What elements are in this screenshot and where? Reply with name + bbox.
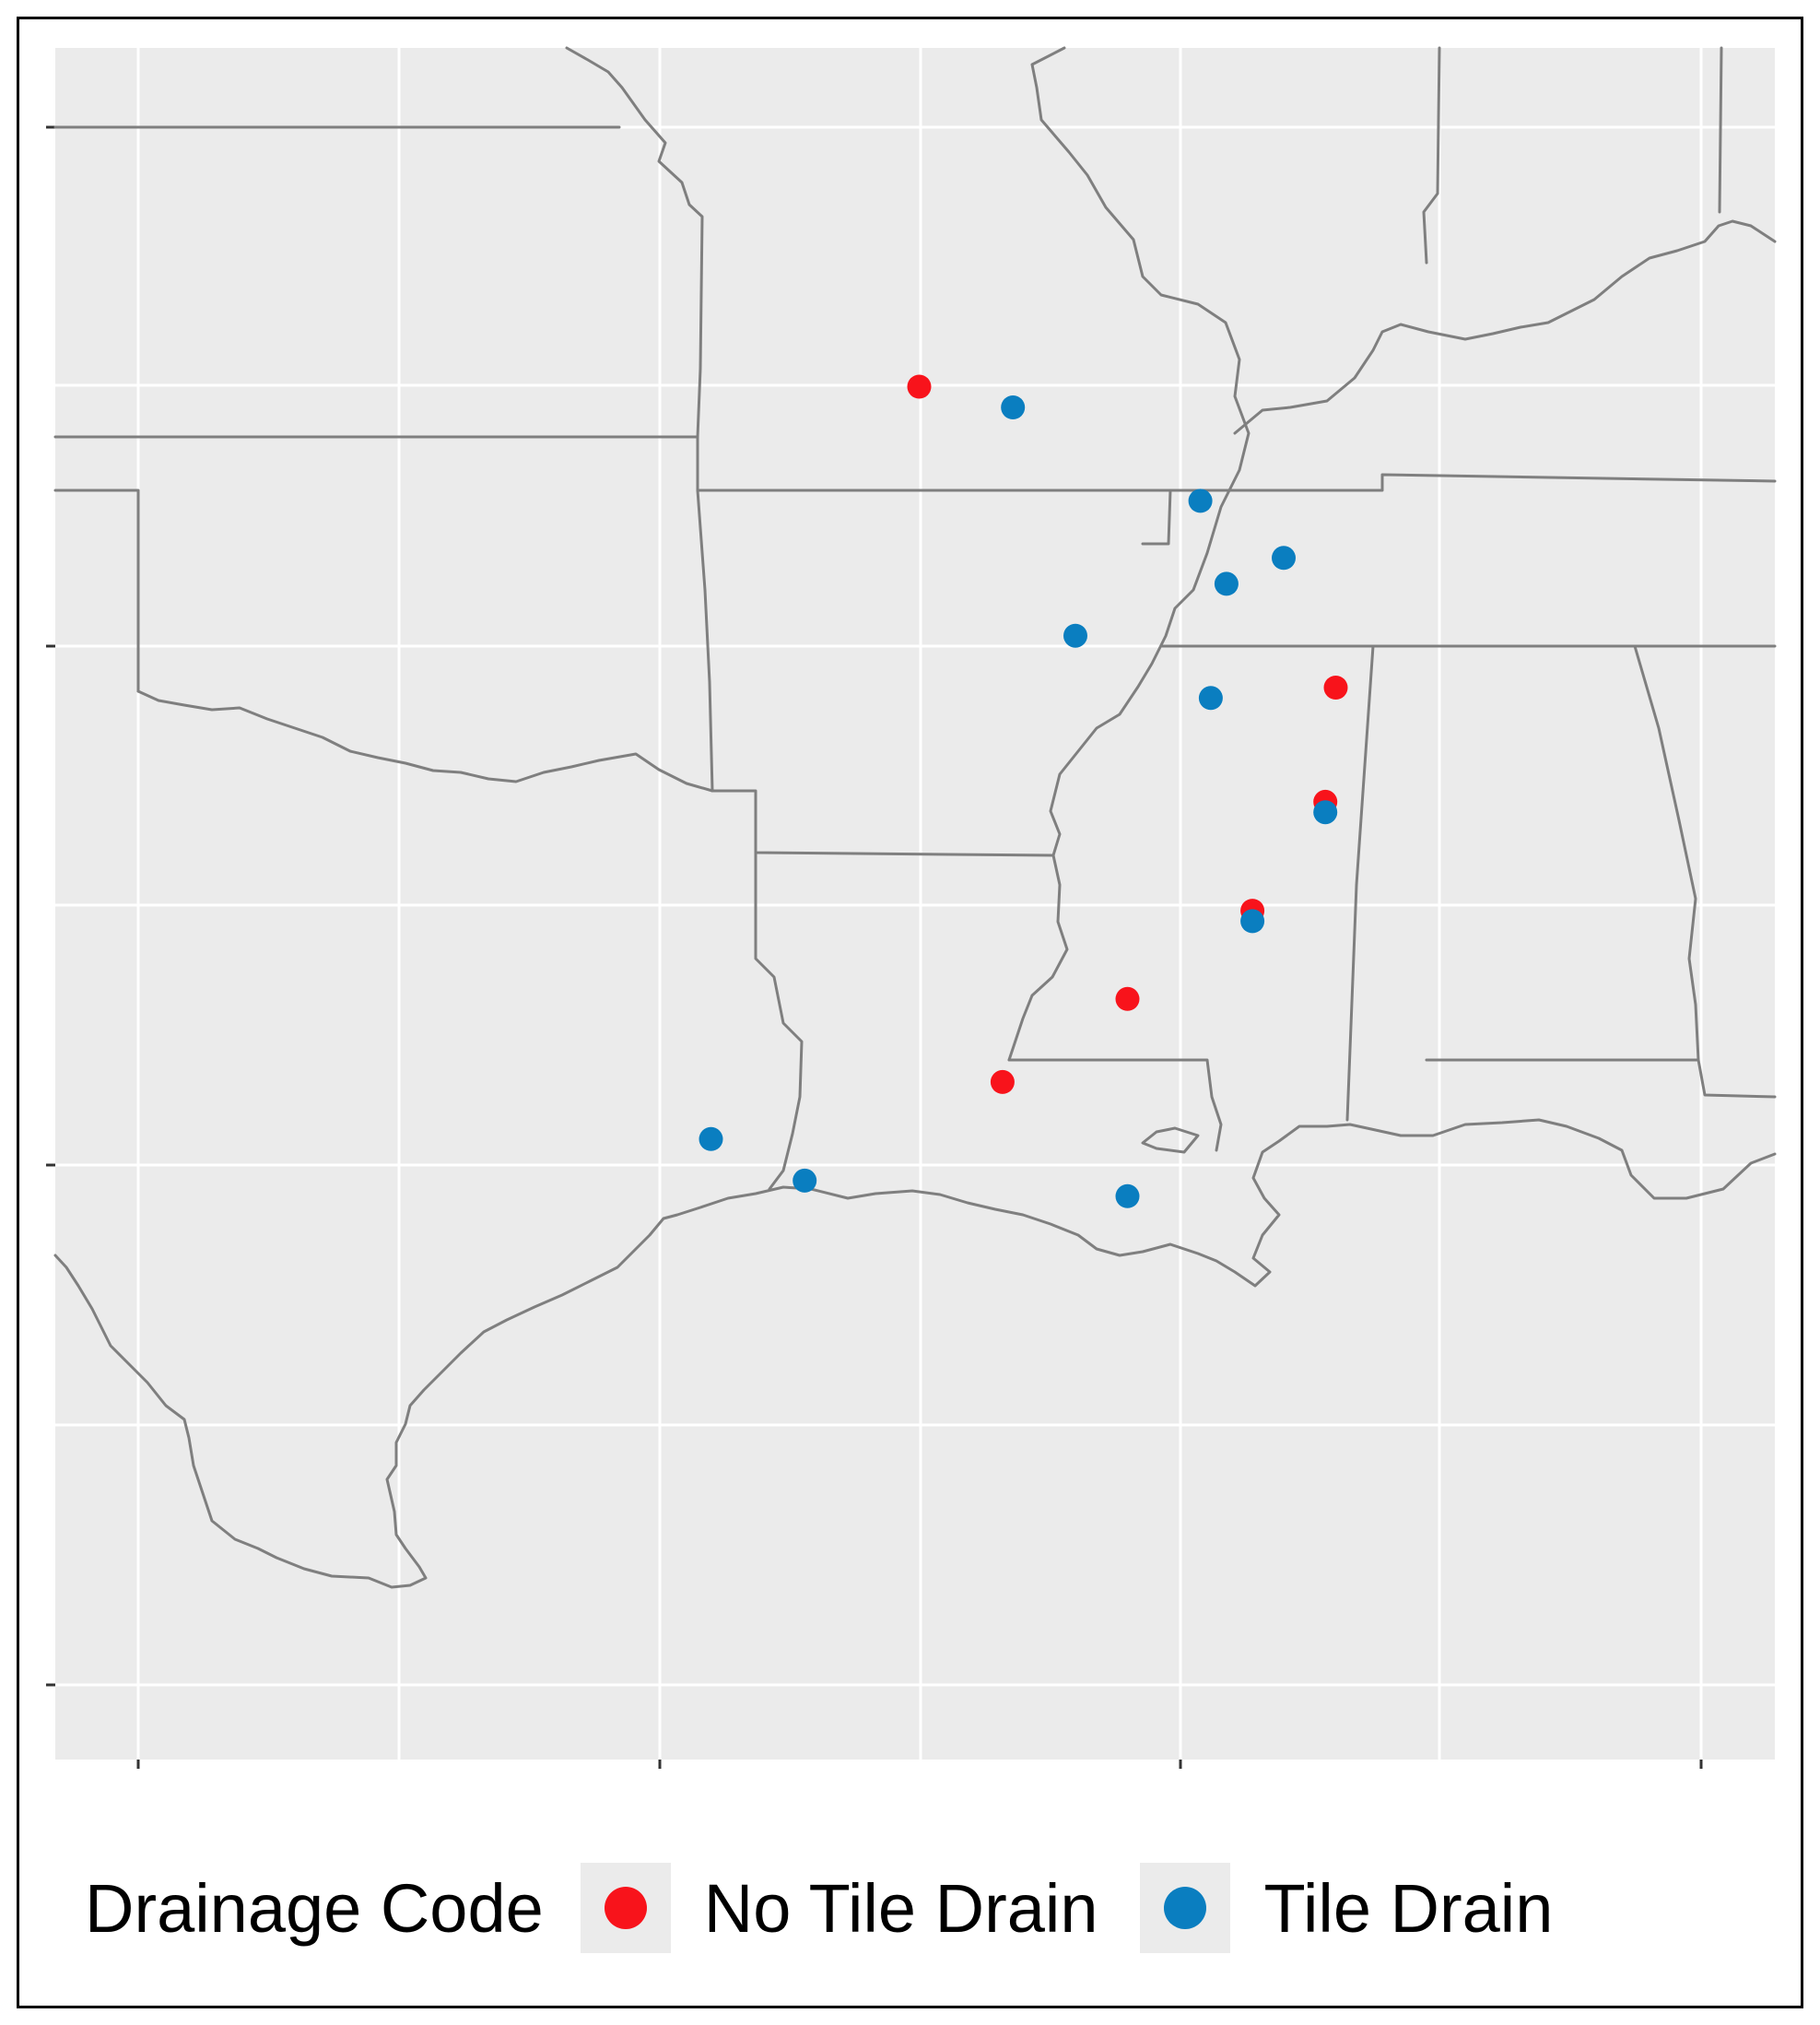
site-marker-tile-drain [699, 1126, 723, 1151]
border-il-ky-ohio-river [1233, 219, 1777, 435]
lake-pontchartrain [1141, 1126, 1200, 1154]
legend-title: Drainage Code [85, 1869, 544, 1947]
border-ar-tx-la [710, 789, 1055, 857]
blue-dot-icon [1164, 1887, 1207, 1929]
site-marker-no-tile-drain [1115, 986, 1140, 1011]
border-ms-la [1007, 1058, 1223, 1152]
legend-key-no-tile-drain [580, 1863, 671, 1953]
legend-key-tile-drain [1140, 1863, 1231, 1953]
border-ky-tn [1159, 473, 1777, 492]
site-marker-tile-drain [1214, 571, 1239, 596]
border-mississippi-upper [1030, 46, 1251, 857]
border-mo-ks-ia [565, 46, 704, 492]
border-al-ms [1345, 644, 1375, 1122]
border-mo-ar [696, 489, 1172, 546]
site-marker-no-tile-drain [990, 1069, 1015, 1094]
border-fl-ga [1697, 1058, 1777, 1099]
red-dot-icon [604, 1887, 647, 1929]
state-borders [53, 46, 1777, 1589]
gulf-coast [53, 1118, 1777, 1589]
legend: Drainage Code No Tile Drain Tile Drain [85, 1857, 1595, 1959]
site-marker-tile-drain [1240, 909, 1265, 934]
site-marker-tile-drain [1313, 800, 1338, 825]
border-ok-ks [53, 489, 140, 693]
site-marker-tile-drain [1188, 489, 1213, 513]
site-marker-no-tile-drain [907, 374, 932, 399]
site-markers [699, 374, 1348, 1208]
border-ar-ok [696, 489, 714, 793]
site-marker-tile-drain [1115, 1183, 1140, 1208]
border-mississippi-lower [1007, 854, 1069, 1062]
border-ga-al [1633, 644, 1700, 1062]
border-ok-tx-red-river [136, 689, 714, 793]
border-il-in [1422, 46, 1441, 265]
site-marker-tile-drain [1063, 623, 1087, 648]
border-in-oh [1718, 46, 1723, 214]
legend-label-tile-drain: Tile Drain [1263, 1869, 1554, 1947]
site-marker-tile-drain [1001, 395, 1026, 419]
site-marker-tile-drain [1272, 546, 1296, 571]
site-marker-tile-drain [793, 1168, 817, 1193]
site-marker-no-tile-drain [1323, 676, 1348, 700]
border-la-tx-sabine [754, 851, 804, 1191]
axis-ticks [46, 125, 1703, 1769]
site-marker-tile-drain [1198, 686, 1223, 711]
legend-label-no-tile-drain: No Tile Drain [703, 1869, 1098, 1947]
